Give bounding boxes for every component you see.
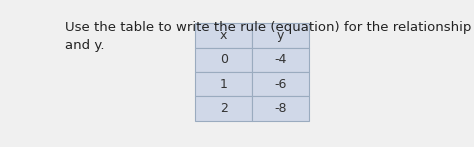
Text: 0: 0 — [219, 53, 228, 66]
Bar — [252, 48, 309, 72]
Bar — [195, 23, 252, 48]
Bar — [195, 96, 252, 121]
Bar — [252, 96, 309, 121]
Bar — [195, 48, 252, 72]
Text: x: x — [220, 29, 228, 42]
Text: 2: 2 — [220, 102, 228, 115]
Bar — [252, 72, 309, 96]
Text: y: y — [277, 29, 284, 42]
Text: -4: -4 — [274, 53, 287, 66]
Bar — [195, 72, 252, 96]
Bar — [252, 23, 309, 48]
Text: 1: 1 — [220, 78, 228, 91]
Text: -6: -6 — [274, 78, 287, 91]
Text: -8: -8 — [274, 102, 287, 115]
Text: Use the table to write the rule (equation) for the relationship between x
and y.: Use the table to write the rule (equatio… — [65, 21, 474, 52]
